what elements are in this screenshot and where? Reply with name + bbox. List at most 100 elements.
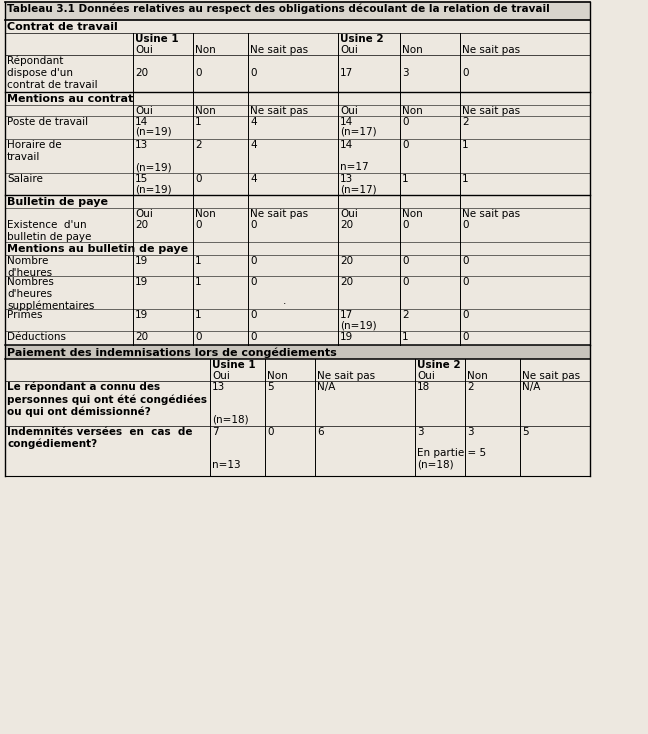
Text: Non: Non <box>195 45 216 55</box>
Text: 0: 0 <box>462 332 469 342</box>
Bar <box>5 345 590 359</box>
Text: 0: 0 <box>462 220 469 230</box>
Text: 17: 17 <box>340 68 353 78</box>
Text: 1: 1 <box>195 277 202 287</box>
Text: 0: 0 <box>195 174 202 184</box>
Text: Non: Non <box>402 106 422 116</box>
Text: 19: 19 <box>135 277 148 287</box>
Text: Primes: Primes <box>7 310 43 320</box>
Text: Ne sait pas: Ne sait pas <box>522 371 580 381</box>
Text: 17: 17 <box>340 310 353 320</box>
Text: Mentions au bulletin de paye: Mentions au bulletin de paye <box>7 244 188 254</box>
Text: 0: 0 <box>402 256 408 266</box>
Text: 1: 1 <box>462 140 469 150</box>
Text: 1: 1 <box>462 174 469 184</box>
Text: Usine 1: Usine 1 <box>212 360 255 370</box>
Text: 14: 14 <box>135 117 148 127</box>
Text: Usine 2: Usine 2 <box>417 360 461 370</box>
Text: Usine 1: Usine 1 <box>135 34 179 44</box>
Text: (n=19): (n=19) <box>340 320 376 330</box>
Text: 13: 13 <box>135 140 148 150</box>
Text: Oui: Oui <box>340 209 358 219</box>
Text: Non: Non <box>467 371 488 381</box>
Text: 2: 2 <box>467 382 474 392</box>
Text: Non: Non <box>402 45 422 55</box>
Text: 0: 0 <box>195 332 202 342</box>
Text: Bulletin de paye: Bulletin de paye <box>7 197 108 207</box>
Text: Oui: Oui <box>212 371 230 381</box>
Text: 20: 20 <box>135 332 148 342</box>
Text: 19: 19 <box>135 256 148 266</box>
Text: Non: Non <box>267 371 288 381</box>
Text: 1: 1 <box>195 256 202 266</box>
Text: 3: 3 <box>467 427 474 437</box>
Text: 0: 0 <box>250 220 257 230</box>
Text: Nombre
d'heures: Nombre d'heures <box>7 256 52 277</box>
Text: 0: 0 <box>462 68 469 78</box>
Text: Oui: Oui <box>135 45 153 55</box>
Text: 20: 20 <box>135 220 148 230</box>
Text: Ne sait pas: Ne sait pas <box>462 45 520 55</box>
Text: n=17: n=17 <box>340 162 369 172</box>
Text: Oui: Oui <box>417 371 435 381</box>
Text: 3: 3 <box>402 68 409 78</box>
Text: (n=19): (n=19) <box>135 127 172 137</box>
Text: 1: 1 <box>402 174 409 184</box>
Text: Contrat de travail: Contrat de travail <box>7 22 118 32</box>
Text: Horaire de
travail: Horaire de travail <box>7 140 62 161</box>
Text: 0: 0 <box>267 427 273 437</box>
Text: 14: 14 <box>340 117 353 127</box>
Text: (n=19): (n=19) <box>135 184 172 194</box>
Text: (n=19): (n=19) <box>135 162 172 172</box>
Text: 0: 0 <box>195 68 202 78</box>
Text: .: . <box>283 296 286 306</box>
Text: En partie = 5
(n=18): En partie = 5 (n=18) <box>417 448 486 470</box>
Text: Non: Non <box>195 106 216 116</box>
Text: Ne sait pas: Ne sait pas <box>317 371 375 381</box>
Text: 4: 4 <box>250 117 257 127</box>
Text: 0: 0 <box>402 277 408 287</box>
Text: Mentions au contrat: Mentions au contrat <box>7 94 133 104</box>
Text: Non: Non <box>402 209 422 219</box>
Text: 4: 4 <box>250 140 257 150</box>
Text: 0: 0 <box>462 256 469 266</box>
Text: Poste de travail: Poste de travail <box>7 117 88 127</box>
Text: (n=17): (n=17) <box>340 127 376 137</box>
Text: 0: 0 <box>250 68 257 78</box>
Text: 19: 19 <box>135 310 148 320</box>
Text: 0: 0 <box>250 332 257 342</box>
Text: 0: 0 <box>195 220 202 230</box>
Text: 4: 4 <box>250 174 257 184</box>
Text: 0: 0 <box>462 277 469 287</box>
Text: 0: 0 <box>462 310 469 320</box>
Text: 1: 1 <box>195 310 202 320</box>
Text: 0: 0 <box>402 117 408 127</box>
Text: 2: 2 <box>195 140 202 150</box>
Text: Le répondant a connu des
personnes qui ont été congédiées
ou qui ont démissionné: Le répondant a connu des personnes qui o… <box>7 382 207 417</box>
Text: Paiement des indemnisations lors de congédiements: Paiement des indemnisations lors de cong… <box>7 347 337 357</box>
Text: 19: 19 <box>340 332 353 342</box>
Text: Ne sait pas: Ne sait pas <box>250 45 308 55</box>
Text: 0: 0 <box>402 140 408 150</box>
Text: 20: 20 <box>340 220 353 230</box>
Text: 15: 15 <box>135 174 148 184</box>
Text: n=13: n=13 <box>212 460 240 470</box>
Text: Oui: Oui <box>135 209 153 219</box>
Text: 5: 5 <box>267 382 273 392</box>
Text: Ne sait pas: Ne sait pas <box>250 209 308 219</box>
Text: Oui: Oui <box>340 45 358 55</box>
Text: N/A: N/A <box>522 382 540 392</box>
Text: Ne sait pas: Ne sait pas <box>250 106 308 116</box>
Text: 13: 13 <box>212 382 226 392</box>
Bar <box>5 2 590 20</box>
Text: Salaire: Salaire <box>7 174 43 184</box>
Text: 3: 3 <box>417 427 424 437</box>
Text: Non: Non <box>195 209 216 219</box>
Text: 2: 2 <box>462 117 469 127</box>
Text: Indemnités versées  en  cas  de
congédiement?: Indemnités versées en cas de congédiemen… <box>7 427 192 449</box>
Text: Usine 2: Usine 2 <box>340 34 384 44</box>
Text: (n=18): (n=18) <box>212 414 249 424</box>
Text: Tableau 3.1 Données relatives au respect des obligations découlant de la relatio: Tableau 3.1 Données relatives au respect… <box>7 3 550 13</box>
Text: 20: 20 <box>340 256 353 266</box>
Text: 0: 0 <box>250 256 257 266</box>
